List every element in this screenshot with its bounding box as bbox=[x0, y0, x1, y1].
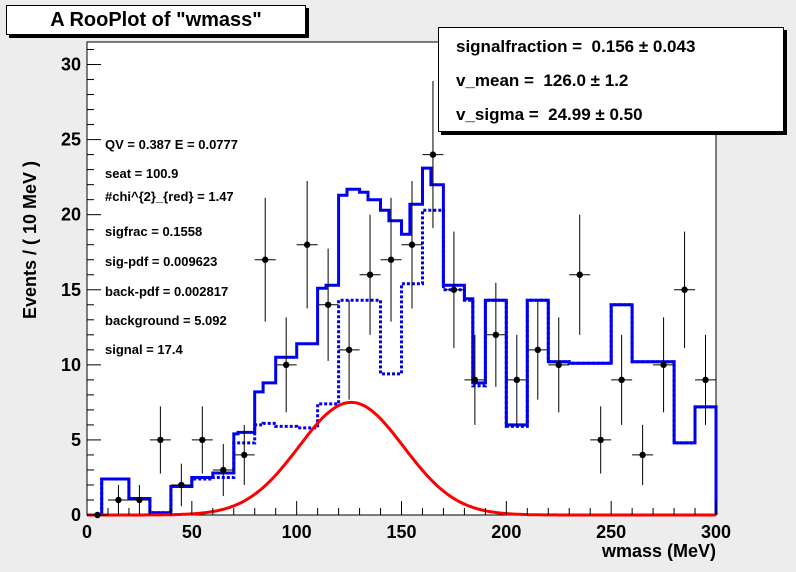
x-tick-label: 150 bbox=[386, 522, 416, 542]
data-point bbox=[191, 406, 213, 474]
annotation-line: seat = 100.9 bbox=[105, 166, 178, 181]
data-point bbox=[359, 214, 381, 335]
data-marker bbox=[555, 361, 562, 369]
x-tick-label: 250 bbox=[596, 522, 626, 542]
annotation-line: sigfrac = 0.1558 bbox=[105, 224, 202, 239]
x-tick-label: 300 bbox=[701, 522, 731, 542]
data-marker bbox=[681, 286, 688, 293]
data-point bbox=[653, 317, 675, 413]
data-marker bbox=[178, 481, 185, 489]
annotation-line: #chi^{2}_{red} = 1.47 bbox=[105, 189, 234, 204]
data-point bbox=[548, 317, 570, 413]
data-marker bbox=[702, 376, 709, 384]
x-tick-label: 0 bbox=[82, 522, 92, 542]
data-point bbox=[674, 231, 696, 348]
annotations-layer: QV = 0.387 E = 0.0777 seat = 100.9 #chi^{2… bbox=[105, 137, 238, 357]
data-point bbox=[170, 463, 192, 507]
data-point bbox=[401, 181, 423, 309]
data-marker bbox=[345, 346, 353, 354]
y-tick-label: 30 bbox=[61, 55, 81, 75]
data-marker bbox=[513, 376, 521, 384]
data-marker bbox=[597, 436, 604, 444]
data-marker bbox=[199, 436, 206, 444]
data-marker bbox=[366, 271, 374, 278]
data-point bbox=[506, 334, 528, 425]
annotation-line: QV = 0.387 E = 0.0777 bbox=[105, 137, 238, 152]
data-marker bbox=[492, 331, 500, 339]
data-point bbox=[275, 317, 297, 413]
data-marker bbox=[534, 346, 541, 354]
data-marker bbox=[115, 496, 122, 504]
data-marker bbox=[450, 286, 458, 293]
data-point bbox=[107, 484, 129, 515]
data-point bbox=[296, 181, 318, 309]
plot-title: A RooPlot of "wmass" bbox=[50, 8, 262, 31]
data-point bbox=[254, 197, 276, 322]
data-point bbox=[317, 248, 339, 361]
data-point bbox=[485, 282, 507, 387]
stat-v-mean: v_mean = 126.0 ± 1.2 bbox=[456, 71, 629, 90]
data-point bbox=[422, 81, 444, 229]
stat-v-sigma: v_sigma = 24.99 ± 0.50 bbox=[456, 105, 643, 124]
data-points-layer bbox=[87, 81, 716, 519]
data-point bbox=[443, 231, 465, 348]
plot-title-box: A RooPlot of "wmass" bbox=[6, 5, 306, 35]
fit-stats-box: signalfraction = 0.156 ± 0.043 v_mean = … bbox=[438, 27, 784, 132]
data-point bbox=[149, 406, 171, 474]
data-point bbox=[233, 424, 255, 485]
data-point bbox=[212, 443, 234, 496]
data-marker bbox=[429, 151, 437, 158]
data-marker bbox=[387, 256, 395, 263]
data-marker bbox=[282, 361, 290, 369]
data-point bbox=[695, 334, 716, 425]
x-tick-label: 200 bbox=[491, 522, 521, 542]
y-tick-label: 10 bbox=[61, 355, 81, 375]
x-tick-label: 100 bbox=[282, 522, 312, 542]
data-point bbox=[527, 300, 549, 400]
data-point bbox=[380, 197, 402, 322]
data-marker bbox=[660, 361, 667, 369]
annotation-line: sig-pdf = 0.009623 bbox=[105, 254, 217, 269]
data-point bbox=[338, 300, 360, 400]
data-marker bbox=[618, 376, 625, 384]
y-tick-label: 20 bbox=[61, 205, 81, 225]
data-marker bbox=[576, 271, 583, 278]
data-marker bbox=[220, 466, 227, 474]
y-axis-label: Events / ( 10 MeV ) bbox=[20, 161, 40, 319]
annotation-line: back-pdf = 0.002817 bbox=[105, 284, 228, 299]
y-tick-label: 25 bbox=[61, 130, 81, 150]
annotation-line: background = 5.092 bbox=[105, 313, 227, 328]
data-marker bbox=[241, 451, 248, 459]
annotation-line: signal = 17.4 bbox=[105, 342, 183, 357]
x-axis-label: wmass (MeV) bbox=[601, 541, 716, 561]
data-marker bbox=[136, 496, 143, 504]
data-marker bbox=[639, 451, 646, 459]
data-point bbox=[128, 484, 150, 515]
y-tick-label: 5 bbox=[71, 430, 81, 450]
data-marker bbox=[471, 376, 479, 384]
y-tick-label: 0 bbox=[71, 505, 81, 525]
data-point bbox=[590, 406, 612, 474]
data-point bbox=[464, 334, 486, 425]
data-point bbox=[569, 214, 591, 335]
data-marker bbox=[324, 301, 332, 308]
data-marker bbox=[157, 436, 164, 444]
data-point bbox=[632, 424, 654, 485]
x-tick-label: 50 bbox=[182, 522, 202, 542]
data-marker bbox=[262, 256, 269, 263]
y-tick-label: 15 bbox=[61, 280, 81, 300]
stat-signalfraction: signalfraction = 0.156 ± 0.043 bbox=[456, 37, 696, 56]
data-marker bbox=[408, 241, 416, 248]
axes-layer: 0 50 100 150 200 250 300 0 5 10 15 20 25 30 bbox=[61, 49, 731, 542]
data-marker bbox=[303, 241, 311, 248]
data-point bbox=[611, 334, 633, 425]
background-curve bbox=[100, 208, 718, 515]
